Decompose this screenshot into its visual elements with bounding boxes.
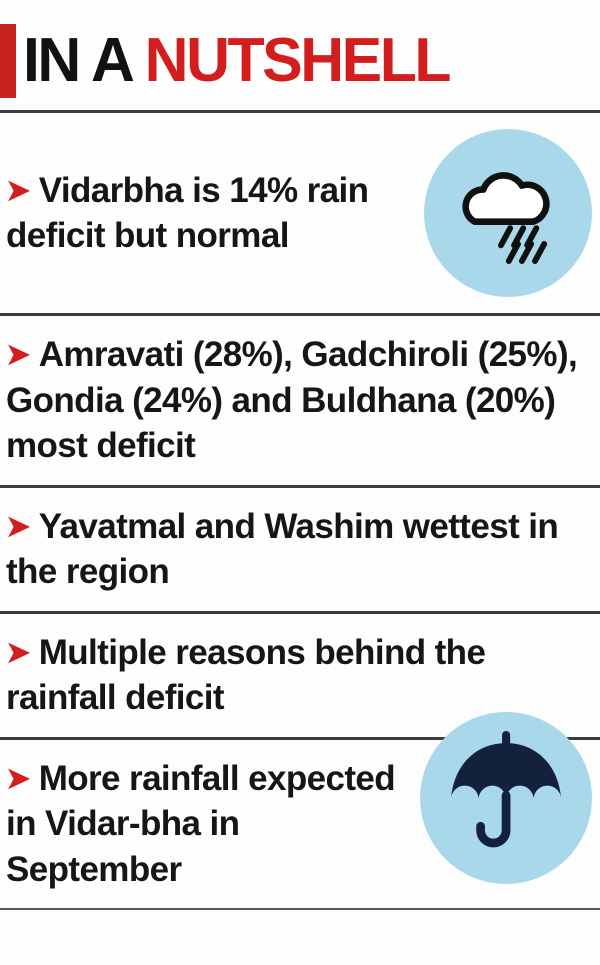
- title-red: NUTSHELL: [144, 26, 452, 95]
- header: IN A NUTSHELL: [0, 0, 600, 110]
- list-item: ➤ Vidarbha is 14% rain deficit but normal: [0, 113, 600, 313]
- divider: [0, 313, 600, 316]
- list-item: ➤ More rainfall expected in Vidar-bha in …: [0, 711, 600, 909]
- arrow-bullet-icon: ➤: [6, 174, 30, 207]
- arrow-bullet-icon: ➤: [6, 762, 30, 795]
- divider: [0, 484, 600, 488]
- arrow-bullet-icon: ➤: [6, 339, 30, 371]
- divider: [0, 908, 600, 910]
- red-accent-bar: [0, 24, 16, 98]
- item-5-text: More rainfall expected in Vidar-bha in S…: [6, 758, 396, 889]
- list-item: ➤ Multiple reasons behind the rainfall de…: [0, 614, 600, 737]
- item-4-text: Multiple reasons behind the rainfall def…: [6, 632, 486, 718]
- arrow-bullet-icon: ➤: [6, 510, 30, 543]
- item-1-text: Vidarbha is 14% rain deficit but normal: [6, 170, 369, 256]
- list-item-text: ➤ Amravati (28%), Gadchiroli (25%), Gondi…: [6, 332, 592, 469]
- divider: [0, 110, 600, 113]
- item-3-text: Yavatmal and Washim wettest in the regio…: [6, 506, 559, 592]
- item-2-text: Amravati (28%), Gadchiroli (25%), Gondia…: [6, 335, 578, 465]
- list-item-text: ➤ More rainfall expected in Vidar-bha in …: [6, 756, 418, 893]
- umbrella-icon: [420, 711, 592, 884]
- list-item-text: ➤ Vidarbha is 14% rain deficit but normal: [6, 168, 422, 259]
- title-black: IN A: [23, 26, 145, 95]
- list-item-text: ➤ Yavatmal and Washim wettest in the regi…: [6, 504, 592, 595]
- list-item: ➤ Yavatmal and Washim wettest in the regi…: [0, 488, 600, 611]
- page-title: IN A NUTSHELL: [23, 30, 452, 92]
- list-item: ➤ Amravati (28%), Gadchiroli (25%), Gondi…: [0, 316, 600, 485]
- list-item-text: ➤ Multiple reasons behind the rainfall de…: [6, 630, 592, 721]
- divider: [0, 736, 600, 740]
- arrow-bullet-icon: ➤: [6, 636, 30, 669]
- divider: [0, 610, 600, 614]
- rain-cloud-icon: [424, 129, 592, 297]
